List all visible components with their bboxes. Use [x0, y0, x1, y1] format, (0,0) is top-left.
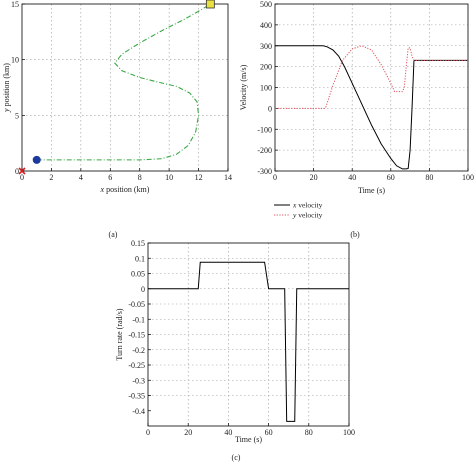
panel-c-xtick-label: 0 — [146, 428, 150, 437]
panel-c-ytick-label: -0.25 — [128, 361, 145, 370]
panel-a-ytick-label: 15 — [11, 0, 19, 9]
panel-b-xtick-label: 20 — [310, 173, 318, 182]
panel-a-ytick-label: 5 — [15, 111, 19, 120]
panel-a-ytick-label: 10 — [11, 56, 19, 65]
panel-b-plot-frame — [274, 3, 469, 172]
panel-a-goal-marker — [205, 0, 215, 9]
panel-a-y-axis-label: y position (km) — [2, 63, 11, 113]
panel-a-xtick-label: 10 — [165, 173, 173, 182]
panel-a-caption: (a) — [109, 230, 118, 239]
panel-c-ytick-label: -0.35 — [128, 392, 145, 401]
panel-c-ytick-label: -0.4 — [132, 407, 145, 416]
panel-b-xtick-label: 80 — [425, 173, 433, 182]
panel-c-ytick-label: -0.1 — [132, 315, 145, 324]
panel-c-x-axis-label: Time (s) — [235, 435, 262, 444]
panel-c-ytick-label: -0.3 — [132, 376, 145, 385]
panel-a-ytick-label: 0 — [15, 167, 19, 176]
panel-c-ytick-label: 0.1 — [135, 254, 145, 263]
panel-b-xtick-label: 0 — [273, 173, 277, 182]
panel-c-ytick-label: 0 — [141, 285, 145, 294]
panel-b-ytick-label: 300 — [260, 42, 272, 51]
panel-b-ytick-label: 0 — [268, 104, 272, 113]
panel-b-series-2-line — [275, 45, 468, 109]
panel-a-start-marker — [32, 155, 41, 164]
panel-a-xtick-label: 4 — [79, 173, 83, 182]
panel-b-x-axis-label: Time (s) — [358, 186, 385, 195]
panel-c-series-1-line — [148, 261, 349, 422]
panel-a-xtick-label: 12 — [195, 173, 203, 182]
panel-b-ytick-label: 100 — [260, 84, 272, 93]
panel-b-caption: (b) — [350, 230, 360, 239]
panel-b-series-1-line — [275, 45, 468, 170]
panel-b-legend-label-2: y velocity — [292, 211, 323, 220]
panel-c-xtick-label: 60 — [265, 428, 273, 437]
panel-b-xtick-label: 40 — [348, 173, 356, 182]
panel-a-origin-marker — [18, 167, 26, 175]
panel-b-xtick-label: 100 — [462, 173, 474, 182]
panel-c-ytick-label: -0.15 — [128, 331, 145, 340]
panel-c-ytick-label: -0.2 — [132, 346, 145, 355]
panel-b-legend-label-1: x velocity — [292, 201, 323, 210]
panel-b-ytick-label: -100 — [257, 125, 272, 134]
panel-a-xtick-label: 8 — [138, 173, 142, 182]
panel-c-ytick-label: 0.15 — [131, 239, 145, 248]
panel-c-plot-frame — [147, 242, 350, 427]
panel-c-xtick-label: 40 — [224, 428, 232, 437]
panel-b-ytick-label: -200 — [257, 146, 272, 155]
panel-a-plot-frame — [21, 3, 229, 172]
panel-c-xtick-label: 80 — [305, 428, 313, 437]
panel-a-xtick-label: 0 — [20, 173, 24, 182]
panel-a-trajectory-line — [36, 3, 211, 161]
panel-b: 0 20 40 60 80 100 -300 -200 -100 0 100 200 300 400 500… — [239, 0, 474, 239]
panel-c-ytick-label: -0.05 — [128, 300, 145, 309]
panel-a-x-axis-label: x position (km) — [100, 185, 150, 194]
panel-b-ytick-label: 400 — [260, 21, 272, 30]
panel-c-ytick-label: 0.05 — [131, 270, 145, 279]
panel-c-caption: (c) — [232, 453, 241, 462]
panel-b-xtick-label: 60 — [387, 173, 395, 182]
panel-a-xtick-label: 14 — [224, 173, 232, 182]
panel-c-xtick-label: 20 — [184, 428, 192, 437]
panel-c-xtick-label: 100 — [343, 428, 355, 437]
panel-c: 0 20 40 60 80 100 -0.4 -0.35 -0.3 -0.25 -0.2 -0.15 -… — [115, 239, 355, 462]
panel-b-ytick-label: 200 — [260, 63, 272, 72]
panel-b-ytick-label: -300 — [257, 167, 272, 176]
panel-a: 0 2 4 6 8 10 12 14 0 5 10 15 x position (km) y positi… — [2, 0, 232, 239]
panel-b-y-axis-label: Velocity (m/s) — [239, 64, 248, 110]
panel-a-xtick-label: 6 — [108, 173, 112, 182]
panel-c-y-axis-label: Turn rate (rad/s) — [115, 308, 124, 360]
panel-a-xtick-label: 2 — [49, 173, 53, 182]
panel-b-ytick-label: 500 — [260, 0, 272, 9]
